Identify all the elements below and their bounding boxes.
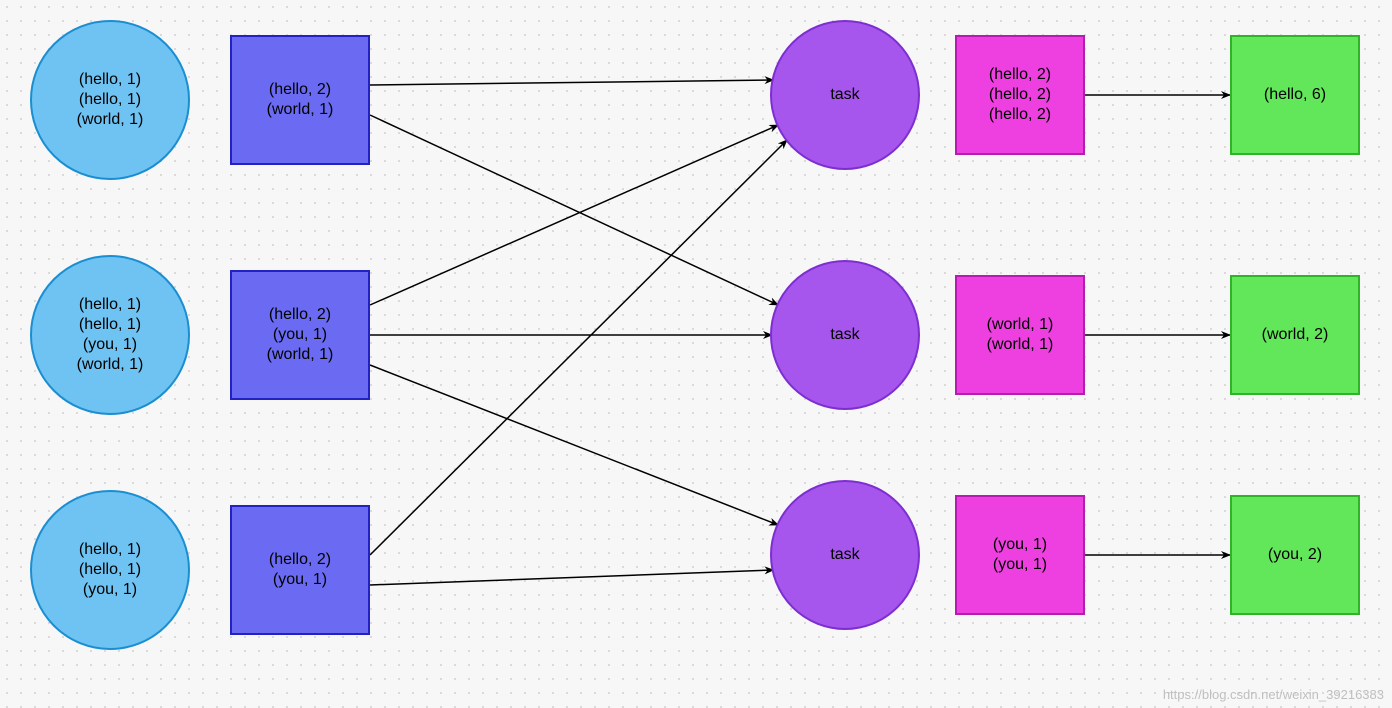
node-m1: (hello, 2) (hello, 2) (hello, 2) — [955, 35, 1085, 155]
node-c1: (hello, 1) (hello, 1) (world, 1) — [30, 20, 190, 180]
watermark-text: https://blog.csdn.net/weixin_39216383 — [1163, 687, 1384, 702]
node-c3: (hello, 1) (hello, 1) (you, 1) — [30, 490, 190, 650]
node-b1: (hello, 2) (world, 1) — [230, 35, 370, 165]
edge-b1-t1 — [370, 80, 774, 85]
diagram-edges — [0, 0, 1392, 708]
node-b3: (hello, 2) (you, 1) — [230, 505, 370, 635]
node-t3: task — [770, 480, 920, 630]
edge-b2-t1 — [370, 125, 778, 305]
node-m2: (world, 1) (world, 1) — [955, 275, 1085, 395]
edge-b2-t3 — [370, 365, 778, 525]
node-t1: task — [770, 20, 920, 170]
node-m3: (you, 1) (you, 1) — [955, 495, 1085, 615]
edge-b3-t1 — [370, 140, 787, 555]
node-g1: (hello, 6) — [1230, 35, 1360, 155]
node-b2: (hello, 2) (you, 1) (world, 1) — [230, 270, 370, 400]
node-c2: (hello, 1) (hello, 1) (you, 1) (world, 1… — [30, 255, 190, 415]
node-g3: (you, 2) — [1230, 495, 1360, 615]
edge-b3-t3 — [370, 570, 774, 585]
node-g2: (world, 2) — [1230, 275, 1360, 395]
node-t2: task — [770, 260, 920, 410]
